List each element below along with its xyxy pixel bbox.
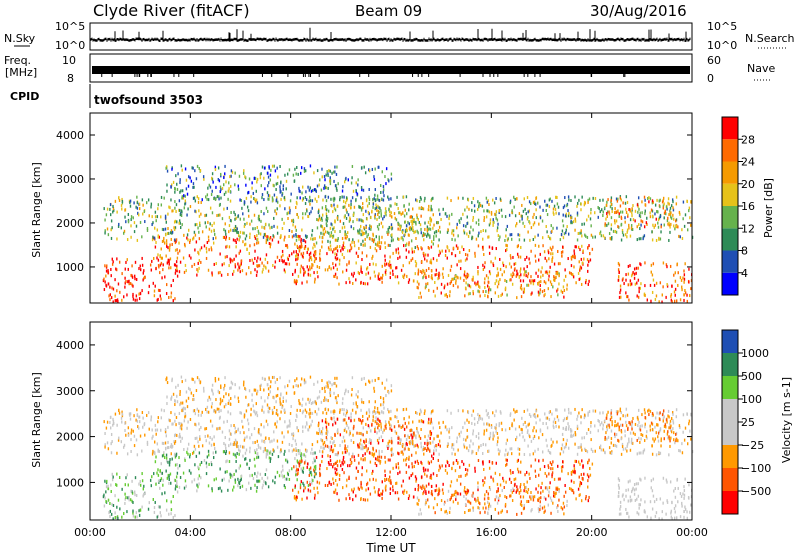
- noise-right-label: N.Search: [745, 32, 795, 45]
- power-colorbar-swatch: [722, 273, 738, 295]
- time-tick-label: 12:00: [375, 526, 407, 539]
- nave-tick-bottom: 0: [707, 72, 714, 85]
- freq-trace: [92, 66, 690, 77]
- velocity-colorbar-tick: −25: [741, 439, 764, 452]
- beam-title: Beam 09: [355, 2, 422, 20]
- velocity-colorbar-swatch: [722, 445, 738, 468]
- velocity-y-tick-label: 2000: [56, 431, 84, 444]
- noise-left-tick-bottom: 10^0: [55, 39, 85, 52]
- power-y-tick-label: 2000: [56, 217, 84, 230]
- velocity-y-label: Slant Range [km]: [30, 372, 43, 468]
- cpid-value: twofsound 3503: [94, 93, 203, 107]
- nave-tick-top: 60: [707, 54, 721, 67]
- time-tick-label: 00:00: [676, 526, 708, 539]
- velocity-y-ticks: 1000 2000 3000 4000: [56, 339, 692, 490]
- noise-left-tick-top: 10^5: [55, 20, 85, 33]
- power-colorbar-swatch: [722, 206, 738, 228]
- time-axis-label: Time UT: [365, 541, 416, 554]
- velocity-colorbar-swatch: [722, 376, 738, 399]
- velocity-colorbar-label: Velocity [m s-1]: [780, 377, 793, 463]
- power-y-tick-label: 4000: [56, 129, 84, 142]
- power-colorbar-tick: 20: [741, 178, 755, 191]
- power-colorbar-swatch: [722, 117, 738, 139]
- time-tick-label: 00:00: [74, 526, 106, 539]
- power-y-ticks: 1000 2000 3000 4000: [56, 129, 692, 274]
- freq-label-line2: [MHz]: [5, 66, 37, 79]
- nave-label: Nave: [747, 62, 775, 75]
- velocity-y-tick-label: 1000: [56, 476, 84, 489]
- velocity-colorbar-tick: −500: [741, 485, 771, 498]
- time-tick-label: 20:00: [576, 526, 608, 539]
- power-y-tick-label: 1000: [56, 261, 84, 274]
- power-y-label: Slant Range [km]: [30, 162, 43, 258]
- velocity-colorbar-tick: −100: [741, 462, 771, 475]
- noise-right-tick-top: 10^5: [707, 20, 737, 33]
- power-colorbar-label: Power [dB]: [762, 178, 775, 238]
- power-y-tick-label: 3000: [56, 173, 84, 186]
- velocity-colorbar: −500 −100 −25 25 100 500 1000: [722, 330, 771, 514]
- noise-panel-frame: [90, 23, 692, 50]
- velocity-colorbar-tick: 500: [741, 370, 762, 383]
- velocity-colorbar-swatch: [722, 468, 738, 491]
- power-heatmap: [103, 164, 693, 303]
- time-tick-label: 16:00: [475, 526, 507, 539]
- noise-right-tick-bottom: 10^0: [707, 39, 737, 52]
- power-colorbar-swatch: [722, 228, 738, 250]
- power-colorbar-swatch: [722, 251, 738, 273]
- station-title: Clyde River (fitACF): [93, 1, 250, 20]
- power-colorbar-tick: 4: [741, 267, 748, 280]
- velocity-colorbar-swatch: [722, 353, 738, 376]
- velocity-y-tick-label: 4000: [56, 339, 84, 352]
- date-title: 30/Aug/2016: [590, 2, 687, 20]
- cpid-label: CPID: [10, 90, 39, 103]
- velocity-colorbar-tick: 25: [741, 416, 755, 429]
- freq-tick-top: 10: [62, 54, 76, 67]
- power-colorbar-tick: 28: [741, 133, 755, 146]
- velocity-colorbar-swatch: [722, 491, 738, 514]
- time-tick-label: 04:00: [174, 526, 206, 539]
- power-colorbar-swatch: [722, 184, 738, 206]
- velocity-colorbar-swatch: [722, 399, 738, 422]
- velocity-y-tick-label: 3000: [56, 385, 84, 398]
- velocity-heatmap: [103, 376, 693, 521]
- power-colorbar: 4 8 12 16 20 24 28: [722, 117, 755, 295]
- power-colorbar-swatch: [722, 139, 738, 161]
- power-colorbar-swatch: [722, 162, 738, 184]
- power-colorbar-tick: 12: [741, 222, 755, 235]
- power-colorbar-tick: 16: [741, 200, 755, 213]
- noise-left-label: N.Sky: [4, 32, 36, 45]
- velocity-colorbar-tick: 1000: [741, 347, 769, 360]
- velocity-colorbar-swatch: [722, 330, 738, 353]
- noise-trace: [91, 28, 690, 42]
- time-tick-label: 08:00: [275, 526, 307, 539]
- power-colorbar-tick: 24: [741, 156, 755, 169]
- velocity-colorbar-tick: 100: [741, 393, 762, 406]
- velocity-colorbar-swatch: [722, 422, 738, 445]
- power-colorbar-tick: 8: [741, 245, 748, 258]
- freq-tick-bottom: 8: [67, 72, 74, 85]
